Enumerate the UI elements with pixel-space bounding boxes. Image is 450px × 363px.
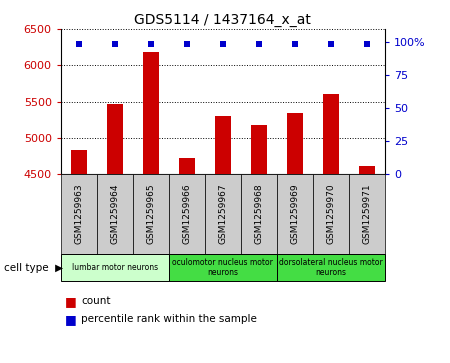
Bar (107, 104, 123, 363)
Point (255, 41, 262, 46)
Text: GSM1259965: GSM1259965 (146, 184, 155, 245)
Text: percentile rank within the sample: percentile rank within the sample (81, 314, 257, 325)
Text: GSM1259963: GSM1259963 (74, 184, 83, 245)
Text: lumbar motor neurons: lumbar motor neurons (72, 263, 158, 272)
Text: ■: ■ (65, 313, 77, 326)
Bar (179, 158, 195, 363)
Point (75, 41, 82, 46)
Text: ■: ■ (65, 295, 77, 308)
Text: dorsolateral nucleus motor
neurons: dorsolateral nucleus motor neurons (279, 258, 382, 277)
Title: GDS5114 / 1437164_x_at: GDS5114 / 1437164_x_at (134, 13, 311, 26)
Point (327, 41, 334, 46)
Bar (251, 125, 267, 363)
Text: GSM1259966: GSM1259966 (182, 184, 191, 245)
Bar (323, 94, 339, 363)
Text: GSM1259968: GSM1259968 (254, 184, 263, 245)
Point (111, 41, 118, 46)
Text: GSM1259969: GSM1259969 (290, 184, 299, 245)
Text: GSM1259971: GSM1259971 (362, 184, 371, 245)
Text: GSM1259970: GSM1259970 (326, 184, 335, 245)
Point (291, 41, 298, 46)
Text: GSM1259967: GSM1259967 (218, 184, 227, 245)
Text: count: count (81, 296, 111, 306)
Bar (215, 116, 231, 363)
Point (183, 41, 190, 46)
Bar (287, 113, 303, 363)
Text: oculomotor nucleus motor
neurons: oculomotor nucleus motor neurons (172, 258, 273, 277)
Point (363, 41, 370, 46)
Bar (71, 150, 87, 363)
Text: cell type  ▶: cell type ▶ (4, 263, 63, 273)
Point (147, 41, 154, 46)
Point (219, 41, 226, 46)
Text: GSM1259964: GSM1259964 (110, 184, 119, 244)
Bar (143, 52, 159, 363)
Bar (359, 166, 375, 363)
